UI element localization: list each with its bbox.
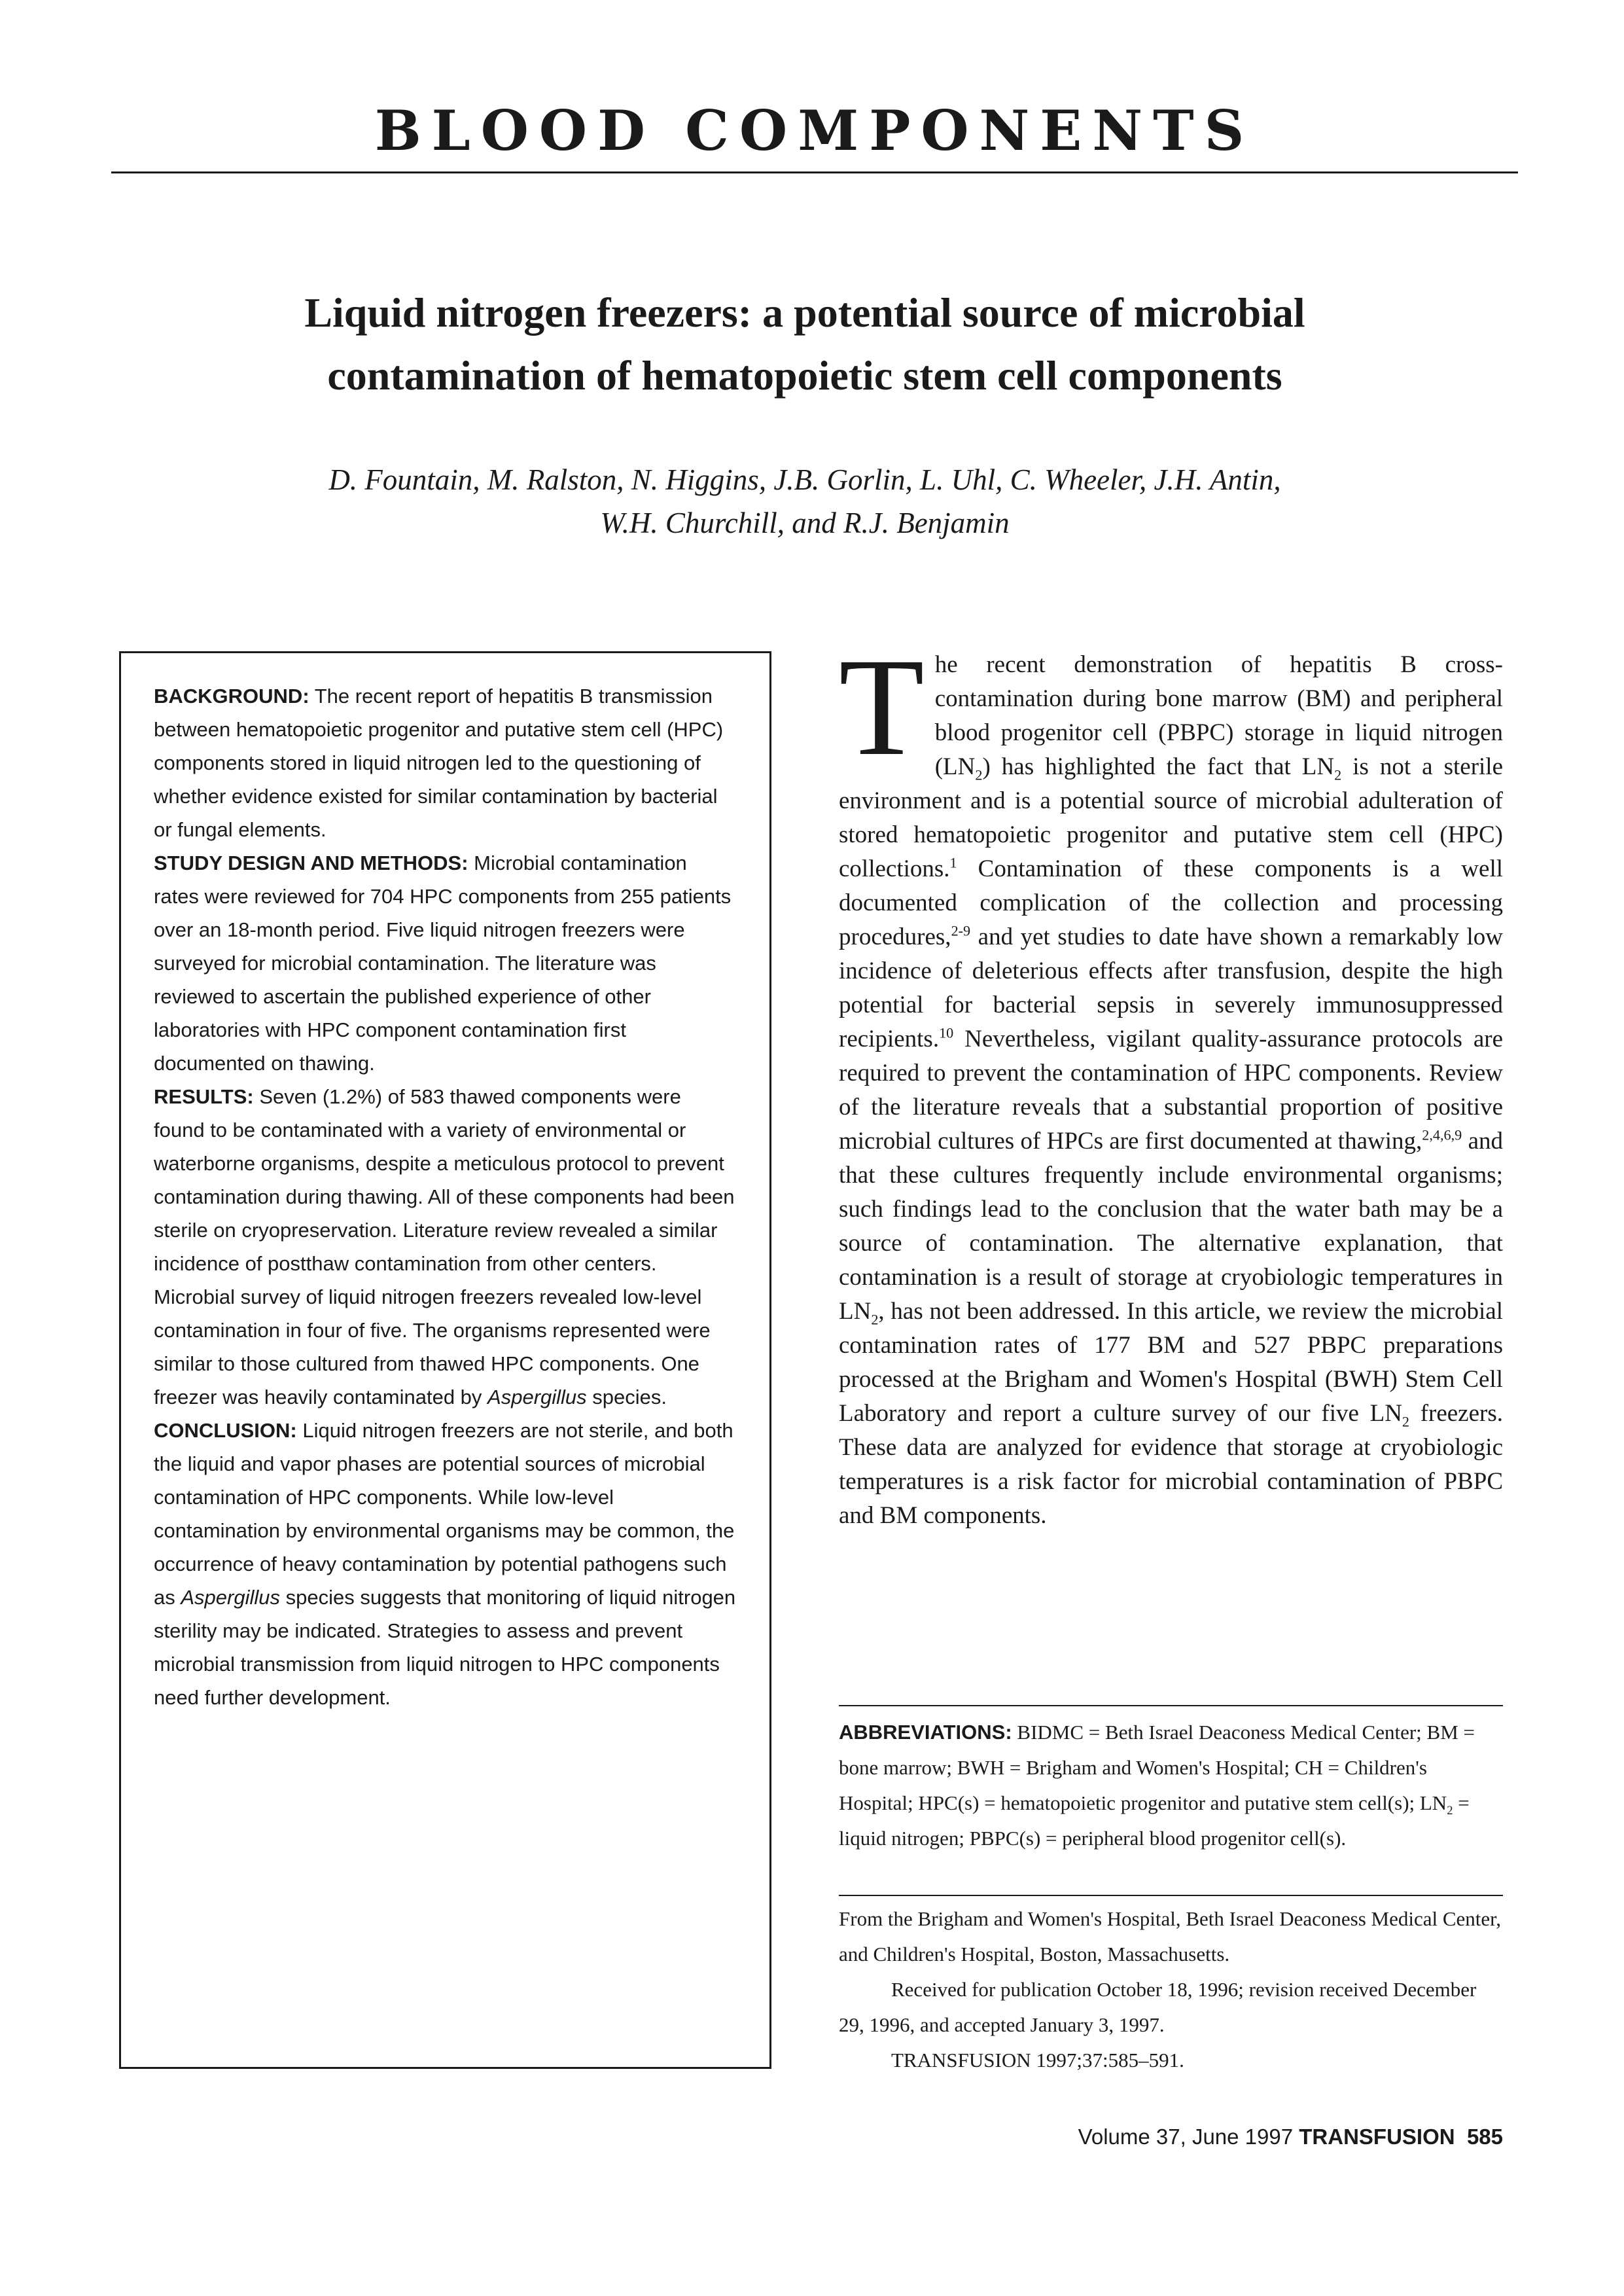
intro-text: is not a sterile environment and is a po… (839, 753, 1503, 882)
conclusion-text-end: species suggests that monitoring of liqu… (154, 1586, 736, 1709)
conclusion-label: CONCLUSION: (154, 1419, 297, 1442)
title-line-1: Liquid nitrogen freezers: a potential so… (304, 289, 1305, 336)
methods-text: Microbial contamination rates were revie… (154, 852, 732, 1075)
reference-superscript: 2-9 (951, 922, 971, 939)
reference-superscript: 2,4,6,9 (1422, 1126, 1462, 1143)
abstract-background: BACKGROUND: The recent report of hepatit… (154, 679, 737, 846)
subscript: 2 (871, 1311, 879, 1328)
intro-text: Contamination of these components is a w… (839, 855, 1503, 950)
intro-text: he recent demonstration of hepatitis B c… (934, 651, 1503, 780)
abstract-methods: STUDY DESIGN AND METHODS: Microbial cont… (154, 846, 737, 1080)
abstract-conclusion: CONCLUSION: Liquid nitrogen freezers are… (154, 1414, 737, 1714)
affiliation-institutions: From the Brigham and Women's Hospital, B… (839, 1907, 1501, 1965)
affiliation-received: Received for publication October 18, 199… (839, 1978, 1477, 2036)
authors-line-1: D. Fountain, M. Ralston, N. Higgins, J.B… (328, 463, 1281, 496)
abstract-box: BACKGROUND: The recent report of hepatit… (119, 651, 771, 2069)
intro-text: freezers. These data are analyzed for ev… (839, 1400, 1503, 1529)
intro-text: , has not been addressed. In this articl… (839, 1298, 1503, 1427)
author-list: D. Fountain, M. Ralston, N. Higgins, J.B… (216, 458, 1394, 545)
header-rule (111, 171, 1518, 173)
subscript: 2 (1402, 1413, 1410, 1430)
abbreviations-block: ABBREVIATIONS: BIDMC = Beth Israel Deaco… (839, 1715, 1503, 1856)
abstract-results: RESULTS: Seven (1.2%) of 583 thawed comp… (154, 1080, 737, 1414)
affiliation-citation: TRANSFUSION 1997;37:585–591. (891, 2049, 1184, 2072)
intro-text: and yet studies to date have shown a rem… (839, 924, 1503, 1052)
page-number: 585 (1466, 2125, 1503, 2149)
conclusion-text: Liquid nitrogen freezers are not sterile… (154, 1419, 735, 1609)
abbreviations-text-end: = liquid nitrogen; PBPC(s) = peripheral … (839, 1791, 1470, 1850)
footer-volume: Volume 37, June 1997 (1078, 2125, 1294, 2149)
subscript: 2 (975, 766, 983, 783)
page-footer: Volume 37, June 1997 TRANSFUSION 585 (839, 2121, 1503, 2153)
results-text: Seven (1.2%) of 583 thawed components we… (154, 1085, 735, 1408)
affiliation-rule (839, 1895, 1503, 1896)
abbreviations-text: BIDMC = Beth Israel Deaconess Medical Ce… (839, 1721, 1475, 1814)
reference-superscript: 1 (949, 854, 957, 871)
footer-journal: TRANSFUSION (1299, 2125, 1455, 2149)
conclusion-species: Aspergillus (181, 1586, 280, 1609)
intro-text: ) has highlighted the fact that LN (982, 753, 1335, 780)
methods-label: STUDY DESIGN AND METHODS: (154, 852, 468, 874)
abbreviations-label: ABBREVIATIONS: (839, 1721, 1012, 1744)
intro-text: and that these cultures frequently inclu… (839, 1128, 1503, 1325)
intro-text: Nevertheless, vigilant quality-assurance… (839, 1026, 1503, 1155)
authors-line-2: W.H. Churchill, and R.J. Benjamin (600, 507, 1010, 539)
drop-cap: T (839, 630, 925, 785)
reference-superscript: 10 (939, 1024, 954, 1041)
results-species: Aspergillus (487, 1386, 587, 1408)
subscript: 2 (1334, 766, 1342, 783)
abbreviations-rule (839, 1705, 1503, 1706)
title-line-2: contamination of hematopoietic stem cell… (327, 352, 1282, 399)
background-text: The recent report of hepatitis B transmi… (154, 685, 724, 841)
section-heading: BLOOD COMPONENTS (374, 98, 1255, 163)
results-label: RESULTS: (154, 1085, 254, 1108)
results-text-end: species. (586, 1386, 667, 1408)
background-label: BACKGROUND: (154, 685, 309, 708)
affiliation-block: From the Brigham and Women's Hospital, B… (839, 1901, 1503, 2078)
subscript: 2 (1447, 1804, 1453, 1818)
article-title: Liquid nitrogen freezers: a potential so… (216, 281, 1394, 407)
